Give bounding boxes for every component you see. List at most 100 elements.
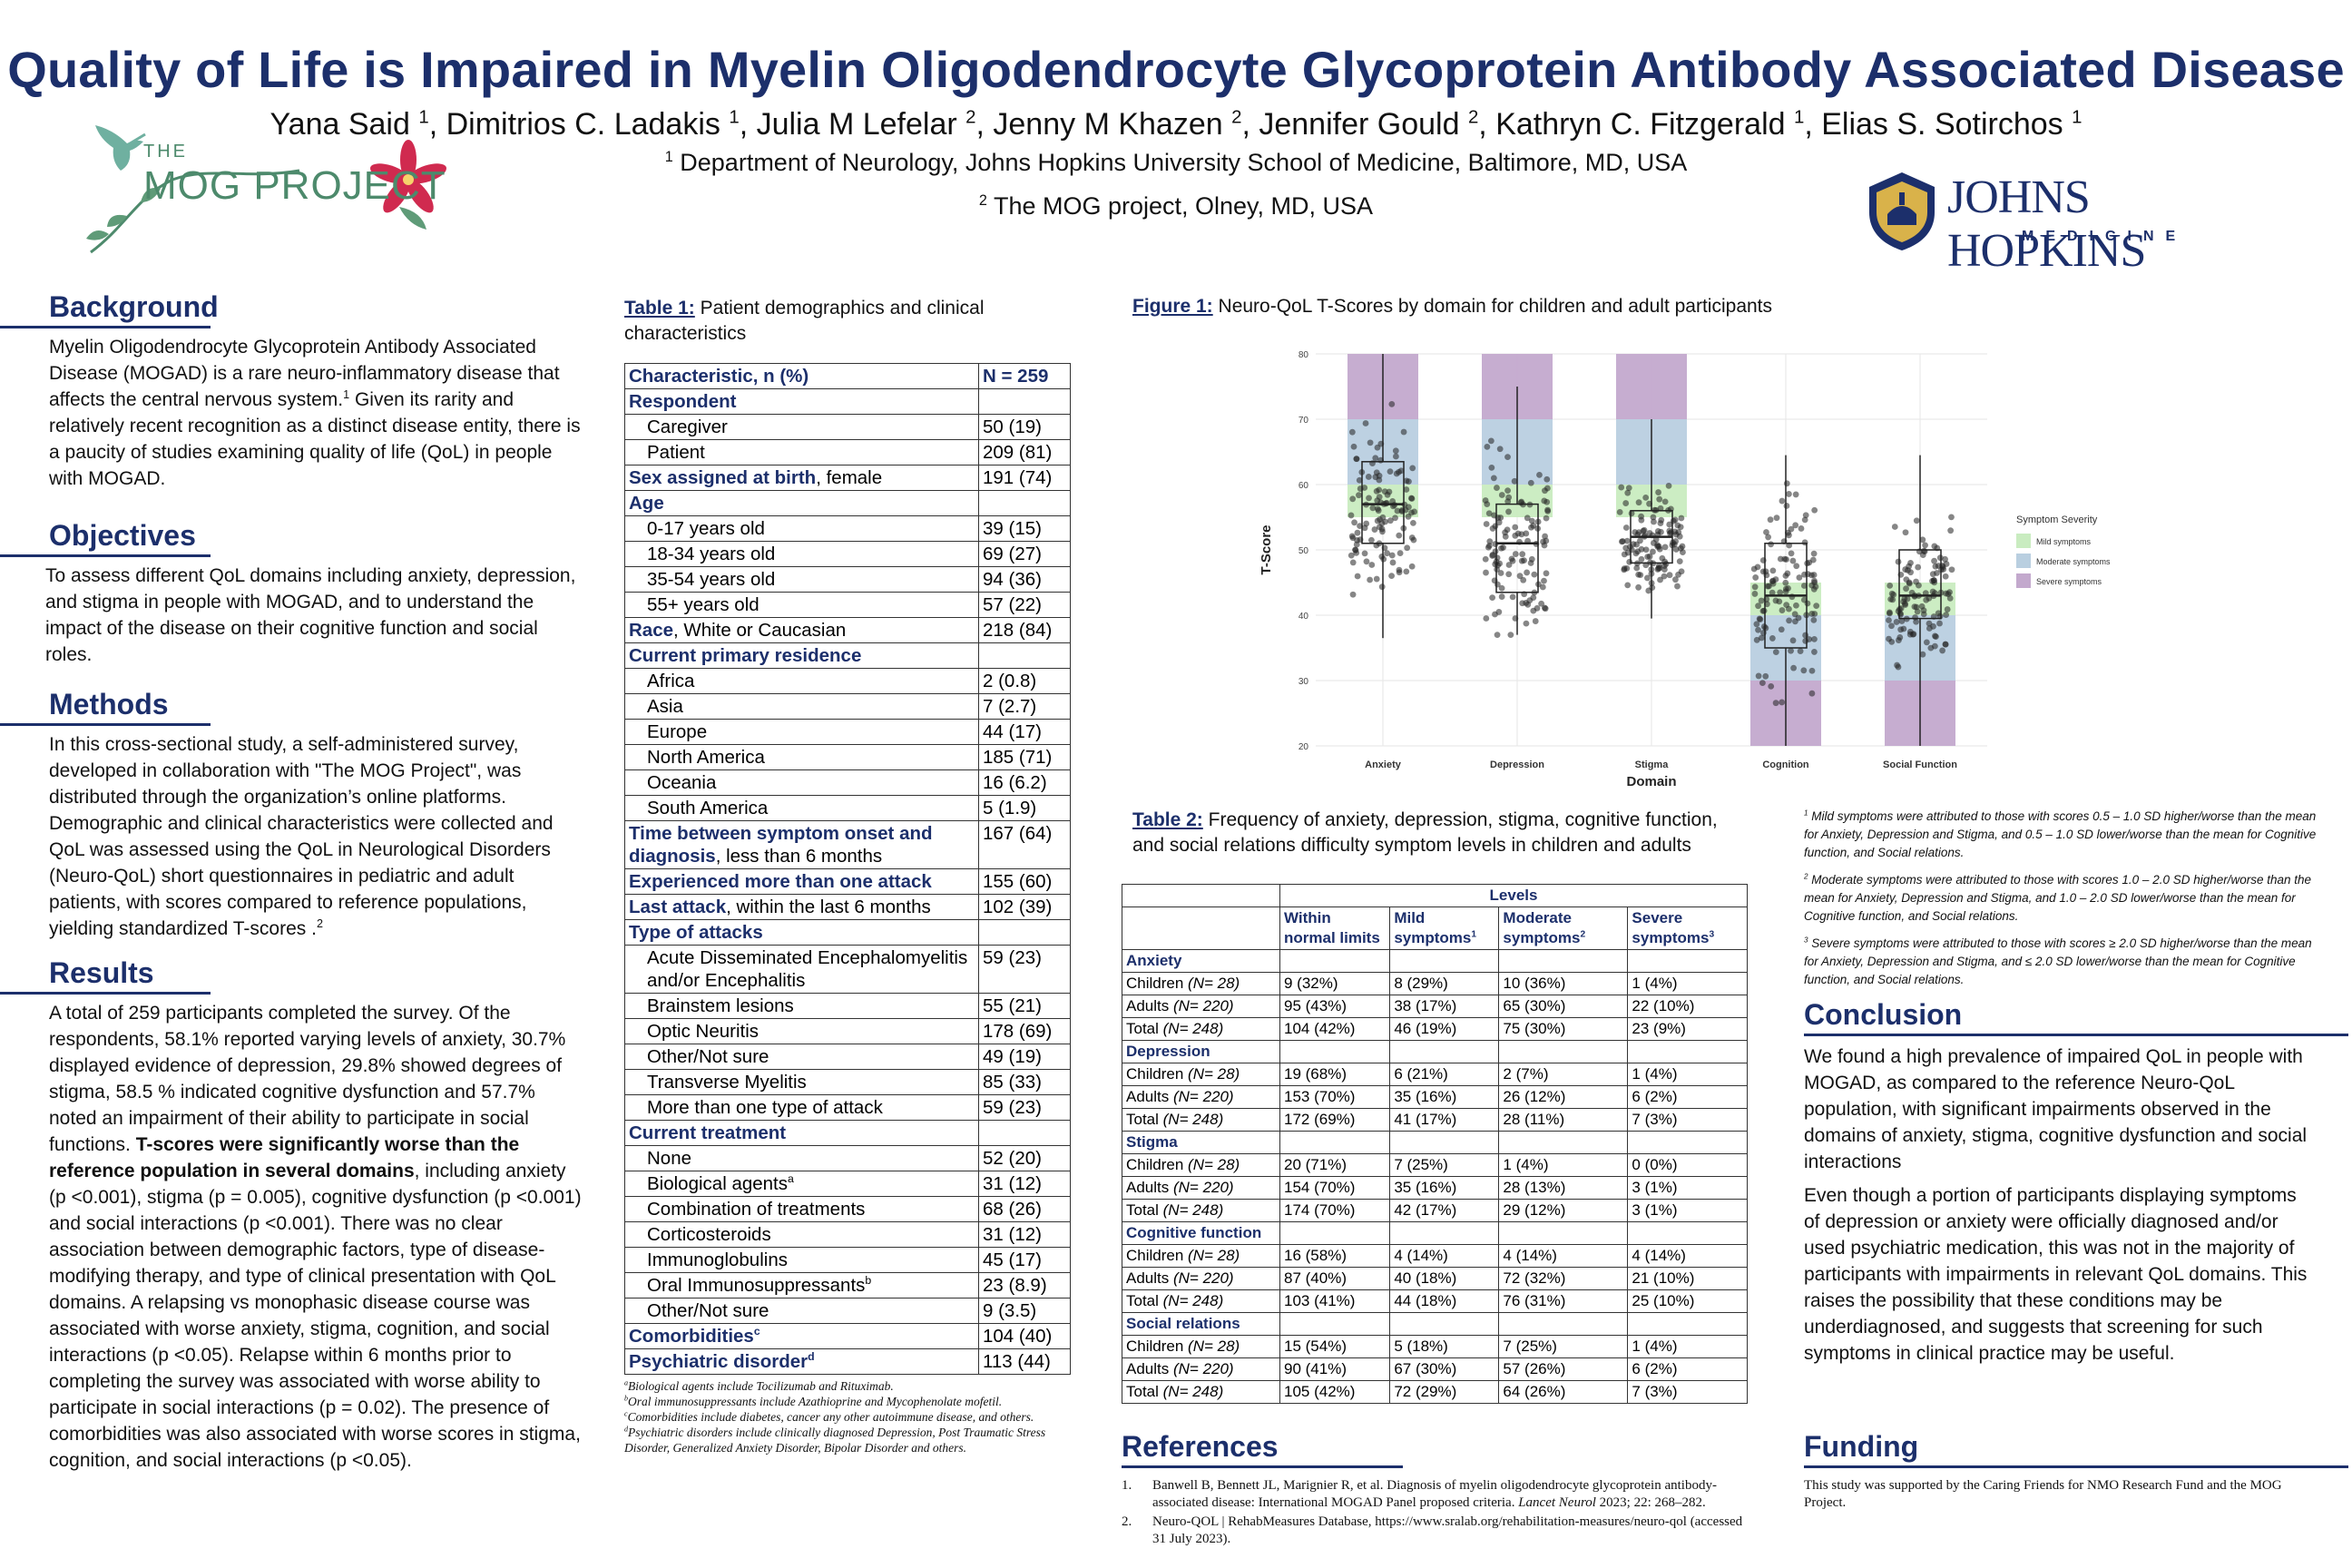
table1-value-cell: 218 (84) (978, 617, 1071, 643)
table1-row-label: Transverse Myelitis (647, 1072, 807, 1093)
data-point (1948, 566, 1955, 573)
data-point (1483, 521, 1490, 527)
data-point (1403, 568, 1410, 575)
table2-row-n: (N= 28) (1188, 1338, 1240, 1355)
table2-col-header: Within normal limits (1279, 906, 1391, 950)
data-point (1539, 583, 1546, 591)
table2-col-label: Within normal limits (1284, 909, 1380, 946)
poster-title: Quality of Life is Impaired in Myelin Ol… (7, 41, 2345, 98)
table2-row: Adults (N= 220) 95 (43%) 38 (17%) 65 (30%) 2… (1122, 995, 1748, 1018)
data-point (1944, 606, 1951, 612)
table1-value-cell (978, 490, 1071, 516)
table1-row: Asia 7 (2.7) (624, 693, 1071, 720)
data-point (1646, 530, 1653, 536)
references-rule (1122, 1465, 1403, 1468)
data-point (1365, 474, 1372, 480)
data-point (1378, 583, 1386, 591)
data-point (1404, 544, 1411, 552)
data-point (1618, 484, 1625, 491)
table1-characteristic-cell: Biological agentsa (624, 1171, 979, 1197)
data-point (1508, 555, 1515, 563)
table1-value-cell: 52 (20) (978, 1145, 1071, 1171)
data-point (1942, 555, 1948, 563)
y-tick-label: 80 (1298, 350, 1309, 360)
table1-row-heading: Age (629, 493, 664, 514)
table2-empty-cell (1279, 1131, 1391, 1154)
data-point (1786, 617, 1793, 624)
table2-row-label-cell: Adults (N= 220) (1122, 1357, 1280, 1381)
data-point (1765, 534, 1772, 541)
table2-row-label: Total (1126, 1020, 1163, 1037)
data-point (1923, 596, 1930, 603)
table1-characteristic-cell: None (624, 1145, 979, 1171)
table1-row-label: , less than 6 months (715, 846, 883, 867)
table2-group-label: Anxiety (1122, 949, 1280, 973)
data-point (1893, 619, 1900, 625)
data-point (1632, 529, 1639, 535)
data-point (1348, 552, 1355, 559)
data-point (1396, 569, 1403, 576)
data-point (1920, 547, 1927, 554)
table1-value-cell: 69 (27) (978, 541, 1071, 567)
table1-characteristic-cell: Oceania (624, 769, 979, 796)
author-affiliation-mark: 2 (1467, 107, 1479, 128)
table1-col-characteristic: Characteristic, n (%) (624, 363, 979, 389)
table2-row: Total (N= 248) 105 (42%) 72 (29%) 64 (26%) 7… (1122, 1380, 1748, 1404)
table2-value-cell: 174 (70%) (1279, 1199, 1391, 1222)
table1-value-cell: 191 (74) (978, 465, 1071, 491)
table2-empty-cell (1498, 1312, 1629, 1336)
table1-row: More than one type of attack 59 (23) (624, 1094, 1071, 1121)
data-point (1788, 647, 1794, 654)
table1-characteristic-cell: Transverse Myelitis (624, 1069, 979, 1095)
data-point (1812, 583, 1819, 590)
data-point (1756, 615, 1763, 622)
data-point (1926, 620, 1933, 627)
data-point (1361, 524, 1368, 532)
table1-characteristic-cell: Oral Immunosuppressantsb (624, 1272, 979, 1298)
data-point (1661, 573, 1668, 580)
data-point (1396, 468, 1402, 475)
author-name: Elias S. Sotirchos (1821, 107, 2073, 142)
table2-value-cell: 64 (26%) (1498, 1380, 1629, 1404)
data-point (1645, 587, 1652, 594)
table2-row: Adults (N= 220) 90 (41%) 67 (30%) 57 (26%) 6… (1122, 1357, 1748, 1381)
data-point (1400, 428, 1407, 436)
data-point (1789, 637, 1797, 644)
data-point (1808, 690, 1816, 697)
data-point (1482, 555, 1489, 563)
data-point (1793, 563, 1800, 570)
data-point (1352, 546, 1359, 554)
data-point (1889, 596, 1896, 603)
data-point (1760, 607, 1768, 614)
table2-row-label: Children (1126, 975, 1189, 992)
references-heading: References (1122, 1430, 1279, 1463)
data-point (1362, 420, 1369, 426)
table2-group-label: Cognitive function (1122, 1221, 1280, 1245)
mog-logo-name: MOG PROJECT (143, 163, 446, 208)
table1-value-cell: 31 (12) (978, 1221, 1071, 1248)
table2-value-cell: 90 (41%) (1279, 1357, 1391, 1381)
data-point (1366, 495, 1372, 502)
table1-value-cell: 39 (15) (978, 515, 1071, 542)
data-point (1948, 514, 1955, 521)
table1-value-cell: 7 (2.7) (978, 693, 1071, 720)
data-point (1369, 505, 1377, 512)
table1-characteristic-cell: Last attack, within the last 6 months (624, 894, 979, 920)
table1-row-label: Acute Disseminated Encephalomyelitis and… (647, 947, 968, 991)
data-point (1373, 469, 1380, 476)
author-affiliation-mark: 1 (2072, 107, 2082, 128)
table1-row-heading: Experienced more than one attack (629, 871, 932, 892)
data-point (1482, 497, 1489, 504)
table2-row-n: (N= 220) (1172, 1179, 1234, 1196)
data-point (1540, 538, 1546, 545)
data-point (1675, 571, 1681, 578)
table2-value-cell: 40 (18%) (1389, 1267, 1500, 1290)
data-point (1367, 576, 1374, 583)
table2-row-label: Children (1126, 1247, 1189, 1264)
table1: Characteristic, n (%) N = 259 Respondent… (624, 363, 1071, 1375)
objectives-section: Objectives To assess different QoL domai… (0, 519, 590, 668)
data-point (1808, 572, 1815, 579)
table2-empty-cell (1498, 949, 1629, 973)
data-point (1507, 632, 1514, 638)
table2-row-n: (N= 248) (1162, 1201, 1224, 1219)
